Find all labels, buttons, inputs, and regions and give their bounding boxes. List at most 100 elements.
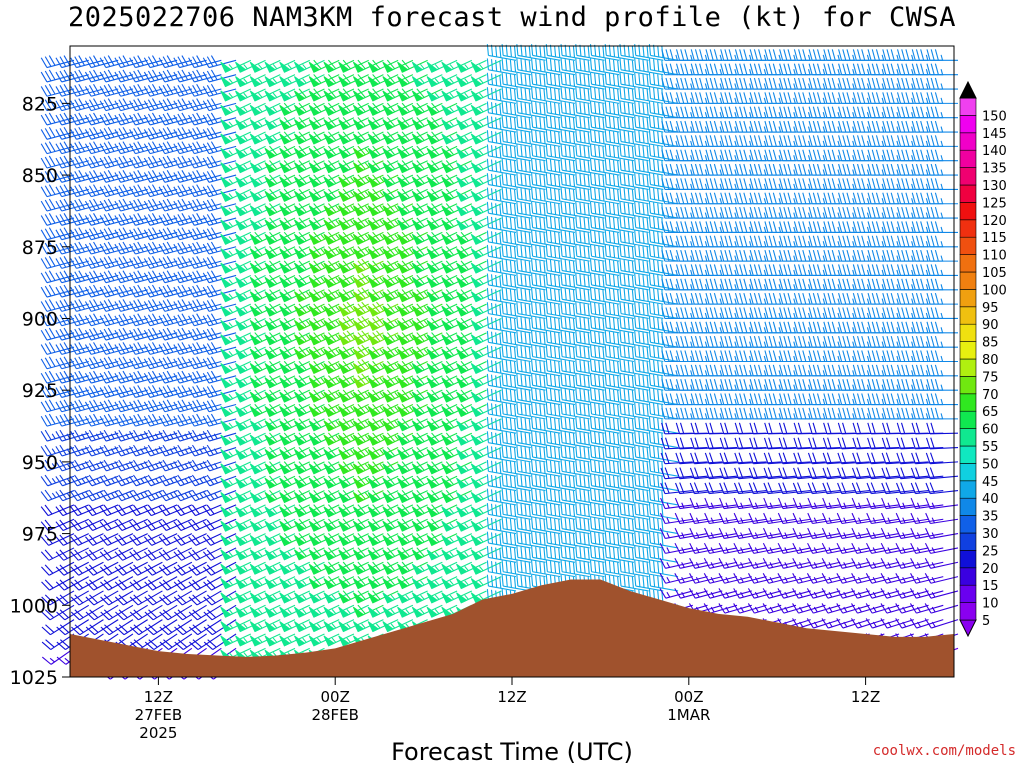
barb-full: [192, 371, 199, 383]
barb-full: [56, 641, 66, 650]
barb-full: [103, 429, 111, 441]
barb-shaft: [91, 360, 119, 370]
barb-full: [162, 285, 170, 297]
wind-barb: [99, 370, 134, 384]
barb-full: [99, 536, 108, 546]
barb-full: [166, 385, 174, 396]
barb-full: [99, 71, 107, 83]
barb-full: [166, 342, 174, 353]
barb-full: [137, 399, 144, 410]
barb-shaft: [105, 403, 134, 413]
barb-full: [99, 114, 107, 126]
barb-full: [103, 228, 111, 239]
barb-full: [44, 70, 52, 82]
wind-barb: [70, 327, 104, 341]
barb-full: [206, 128, 214, 139]
barb-shaft: [63, 547, 89, 561]
barb-full: [44, 386, 52, 397]
barb-full: [44, 171, 52, 182]
barb-full: [166, 155, 174, 167]
barb-full: [84, 315, 92, 327]
barb-full: [55, 431, 63, 442]
barb-half: [66, 433, 71, 439]
barb-full: [59, 519, 68, 530]
barb-full: [177, 85, 185, 96]
barb-full: [129, 315, 136, 327]
barb-shaft: [105, 317, 134, 327]
barb-shaft: [91, 174, 119, 183]
barb-full: [122, 385, 130, 396]
barb-flag: [220, 348, 232, 360]
wind-barb: [70, 83, 104, 97]
barb-half: [95, 448, 100, 454]
barb-full: [84, 114, 92, 126]
barb-full: [70, 243, 77, 255]
barb-full: [143, 215, 151, 226]
barb-full: [151, 327, 159, 339]
wind-barb: [40, 342, 75, 355]
wind-barb: [99, 112, 134, 126]
barb-full: [181, 256, 189, 267]
barb-full: [70, 258, 77, 269]
barb-full: [59, 639, 70, 648]
barb-full: [181, 327, 189, 339]
barb-full: [143, 186, 151, 197]
barb-full: [137, 385, 144, 396]
barb-full: [44, 99, 52, 110]
barb-full: [177, 386, 185, 397]
barb-full: [173, 57, 181, 68]
barb-full: [107, 69, 115, 81]
barb-full: [162, 357, 170, 368]
barb-full: [137, 141, 144, 152]
wind-barb: [70, 356, 104, 370]
barb-shaft: [105, 432, 134, 442]
barb-full: [70, 57, 77, 68]
wind-barb: [40, 170, 75, 183]
barb-full: [202, 258, 210, 269]
barb-full: [177, 228, 185, 239]
barb-full: [103, 343, 111, 354]
wind-barb: [202, 299, 237, 312]
wind-barb: [55, 284, 89, 298]
barb-full: [93, 385, 100, 396]
barb-full: [192, 85, 199, 96]
barb-full: [177, 214, 185, 225]
barb-full: [181, 399, 189, 410]
barb-full: [162, 414, 170, 426]
barb-full: [93, 227, 100, 238]
barb-full: [181, 342, 189, 353]
barb-full: [107, 256, 115, 267]
wind-barb: [70, 299, 104, 312]
barb-full: [114, 57, 122, 68]
barb-full: [103, 371, 111, 383]
barb-full: [107, 399, 115, 410]
wind-barb: [40, 256, 75, 269]
barb-full: [173, 286, 181, 298]
wind-barb: [99, 284, 134, 298]
barb-full: [88, 300, 96, 311]
barb-full: [70, 431, 78, 442]
barb-full: [40, 536, 50, 546]
barb-full: [181, 184, 189, 195]
wind-barb: [55, 504, 89, 517]
barb-full: [78, 198, 86, 210]
barb-full: [177, 185, 185, 196]
barb-full: [188, 272, 195, 283]
barb-full: [84, 344, 92, 355]
barb-full: [122, 370, 130, 382]
barb-full: [158, 215, 166, 226]
barb-full: [41, 641, 52, 650]
barb-full: [162, 171, 170, 182]
barb-full: [99, 476, 108, 487]
barb-full: [202, 172, 210, 183]
barb-full: [59, 300, 67, 311]
barb-full: [44, 328, 52, 340]
barb-shaft: [76, 231, 104, 241]
barb-full: [55, 506, 64, 516]
barb-full: [74, 185, 81, 196]
barb-full: [192, 300, 199, 311]
barb-full: [93, 356, 100, 367]
barb-shaft: [105, 117, 134, 126]
barb-full: [166, 284, 174, 296]
barb-shaft: [76, 447, 104, 457]
